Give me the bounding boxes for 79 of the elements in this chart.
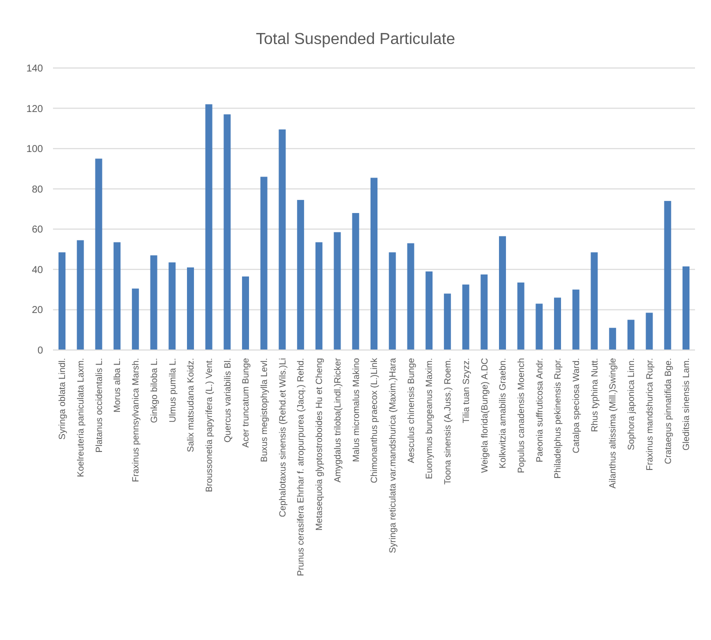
x-tick-label: Acer truncatum Bunge	[240, 358, 251, 448]
bar	[646, 312, 653, 350]
bar	[58, 252, 66, 350]
bar	[278, 129, 286, 350]
y-tick-label: 0	[37, 346, 44, 356]
bar	[536, 304, 543, 350]
x-tick-label: Platanus occidentalis L.	[94, 358, 104, 453]
x-tick-label: Euonymus bungeanus Maxim.	[424, 358, 434, 480]
x-tick-label: Paeonia suffruticosa Andr.	[534, 358, 544, 462]
y-tick-label: 100	[26, 144, 44, 156]
x-tick-label: Tilia tuan Szyzz.	[460, 358, 471, 424]
bar	[168, 262, 176, 350]
bar	[95, 158, 102, 350]
y-tick-label: 120	[26, 104, 44, 115]
bar	[76, 240, 84, 350]
bar	[150, 255, 158, 350]
bar	[186, 267, 194, 350]
x-tick-label: Buxus megistophylla Levl.	[259, 358, 270, 462]
bar	[498, 236, 506, 350]
y-tick-label: 40	[32, 264, 44, 276]
bar	[517, 282, 524, 350]
bar	[132, 288, 139, 350]
x-tick-label: Ginkgo biloba L.	[148, 358, 159, 424]
bar	[224, 114, 231, 350]
bar	[297, 200, 304, 350]
y-tick-label: 140	[26, 64, 44, 74]
x-tick-label: Amygdalus triloba(Lindl.)Ricker	[332, 358, 342, 483]
x-tick-label: Malus micromalus Makino	[350, 358, 361, 462]
x-tick-label: Syringa reticulata var.mandshurica (Maxim.)Hara	[388, 358, 398, 554]
x-tick-label: Fraxinus mandshurica Rupr.	[644, 358, 654, 471]
bar	[572, 290, 580, 350]
bar	[205, 104, 212, 350]
bar	[407, 243, 414, 350]
bar	[242, 276, 250, 350]
bar	[609, 328, 616, 350]
x-tick-label: Rhus typhina Nutt.	[589, 358, 600, 432]
x-tick-label: Gleditsia sinensis Lam.	[681, 358, 692, 451]
x-tick-label: Catalpa speciosa Ward.	[571, 358, 582, 454]
bar	[664, 200, 672, 350]
bar	[370, 178, 378, 350]
bar	[627, 320, 634, 350]
x-tick-label: Kolkwitzia amabilis Graebn.	[498, 358, 508, 469]
bar	[682, 266, 690, 350]
bar	[334, 232, 341, 350]
y-tick-label: 80	[32, 184, 44, 196]
x-tick-label: Syringa oblata Lindl.	[57, 358, 68, 440]
chart-title: Total Suspended Particulate	[256, 31, 456, 48]
x-tick-label: Ulmus pumila L.	[167, 358, 178, 423]
bar	[426, 271, 433, 350]
bar	[315, 242, 322, 350]
x-tick-label: Philadelphus pekinensis Rupr.	[552, 358, 563, 479]
y-tick-label: 60	[32, 224, 44, 236]
bar	[114, 242, 121, 350]
x-tick-label: Sophora japonica Linn.	[626, 358, 636, 450]
x-tick-label: Crataegus pinnatifida Bge.	[662, 358, 673, 464]
bar	[462, 284, 470, 350]
x-tick-label: Weigela florida(Bunge) A.DC	[479, 358, 490, 473]
x-tick-label: Salix matsudana Koidz.	[186, 358, 196, 452]
x-tick-label: Quercus variabilis Bl.	[222, 358, 232, 443]
bar	[444, 294, 451, 350]
x-tick-label: Fraxinus pennsylvanica Marsh.	[130, 358, 141, 482]
x-tick-label: Populus canadensis Moench	[516, 358, 526, 474]
bar	[388, 252, 396, 350]
bar	[480, 274, 488, 350]
x-tick-label: Chimonanthus praecox (L.)Link	[369, 358, 380, 484]
x-tick-label: Ailanthus altissima (Mill.)Swingle	[608, 358, 618, 489]
x-tick-label: Toona sinensis (A.Juss.) Roem.	[442, 358, 453, 485]
bar	[352, 213, 360, 350]
x-tick-label: Broussonetia papyrifera (L.) Vent.	[204, 358, 214, 492]
x-tick-label: Aesculus chinensis Bunge	[406, 358, 416, 464]
x-tick-label: Metasequoia glyptostroboides Hu et Cheng	[314, 358, 324, 531]
y-tick-label: 20	[32, 305, 44, 316]
x-tick-label: Prunus cerasifera Ehrhar f. atropurpurea (Jacq.) Rehd.	[296, 358, 306, 576]
bar	[554, 298, 562, 350]
x-tick-label: Cephalotaxus sinensis (Rehd.et Wils.)Li	[277, 358, 288, 518]
x-tick-label: Morus alba L.	[112, 358, 122, 413]
bar	[260, 176, 268, 350]
x-tick-label: Koelreuteria paniculata Laxm.	[75, 358, 86, 478]
bar	[590, 252, 598, 350]
